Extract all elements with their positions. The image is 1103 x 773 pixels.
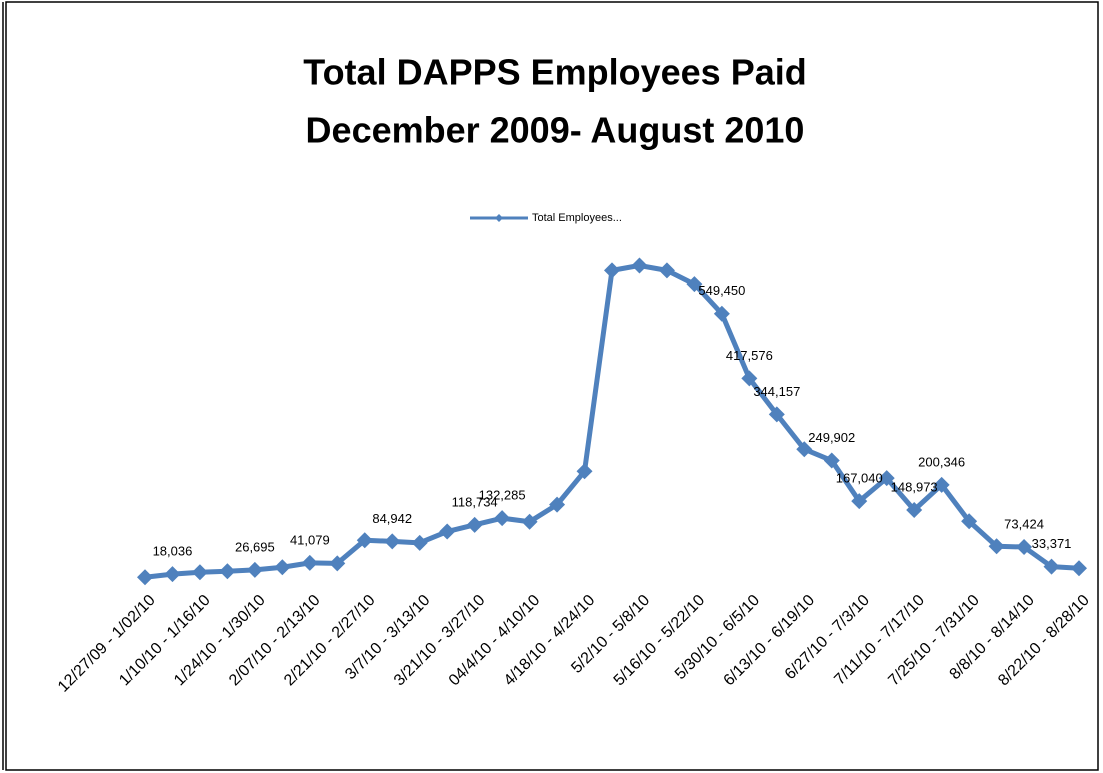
data-point [878, 470, 895, 487]
data-point [301, 554, 318, 571]
data-point [961, 513, 978, 530]
data-label: 18,036 [153, 544, 193, 559]
data-point [549, 496, 566, 513]
data-point [137, 569, 153, 586]
data-point [246, 561, 263, 578]
data-label: 41,079 [290, 532, 330, 547]
data-label: 344,157 [753, 384, 800, 399]
data-point [1016, 539, 1033, 556]
data-point [1043, 558, 1060, 575]
data-point [686, 276, 703, 293]
data-point [466, 516, 483, 533]
data-point [521, 513, 538, 530]
data-point [741, 370, 758, 387]
data-label: 73,424 [1004, 516, 1044, 531]
chart-frame [5, 1, 1099, 771]
data-label: 249,902 [808, 430, 855, 445]
data-label: 118,734 [452, 494, 498, 509]
data-point [933, 476, 950, 493]
legend-label: Total Employees... [532, 212, 622, 224]
data-point [768, 406, 785, 423]
data-point [164, 566, 181, 583]
data-label: 200,346 [918, 454, 965, 469]
legend-marker [495, 214, 503, 222]
data-point [604, 262, 620, 279]
data-point [658, 262, 675, 279]
data-point [384, 533, 401, 550]
data-label: 148,973 [891, 479, 938, 494]
data-point [439, 523, 456, 540]
data-point [1071, 560, 1087, 577]
data-label: 33,371 [1032, 536, 1072, 551]
data-point [576, 463, 593, 480]
x-tick-label: 12/27/09 - 1/02/10 [55, 592, 159, 696]
data-label: 549,450 [698, 283, 745, 298]
data-label: 132,285 [479, 488, 526, 503]
chart-title: Total DAPPS Employees Paid [303, 52, 806, 93]
data-label: 84,942 [372, 511, 412, 526]
data-point [796, 441, 813, 458]
data-line [144, 262, 1080, 580]
data-point [906, 502, 923, 519]
data-point [988, 538, 1005, 555]
data-point [274, 559, 291, 576]
data-label: 417,576 [726, 348, 773, 363]
data-point [494, 510, 511, 527]
data-label: 26,695 [235, 539, 275, 554]
data-point [713, 305, 730, 322]
data-label: 167,040 [836, 471, 883, 486]
data-point [411, 534, 428, 551]
data-point [191, 564, 208, 581]
data-point [356, 532, 373, 549]
chart-subtitle: December 2009- August 2010 [306, 110, 805, 151]
data-point [851, 493, 868, 510]
data-point [329, 555, 346, 572]
data-point [631, 257, 648, 274]
data-point [823, 452, 840, 469]
data-point [219, 563, 236, 580]
